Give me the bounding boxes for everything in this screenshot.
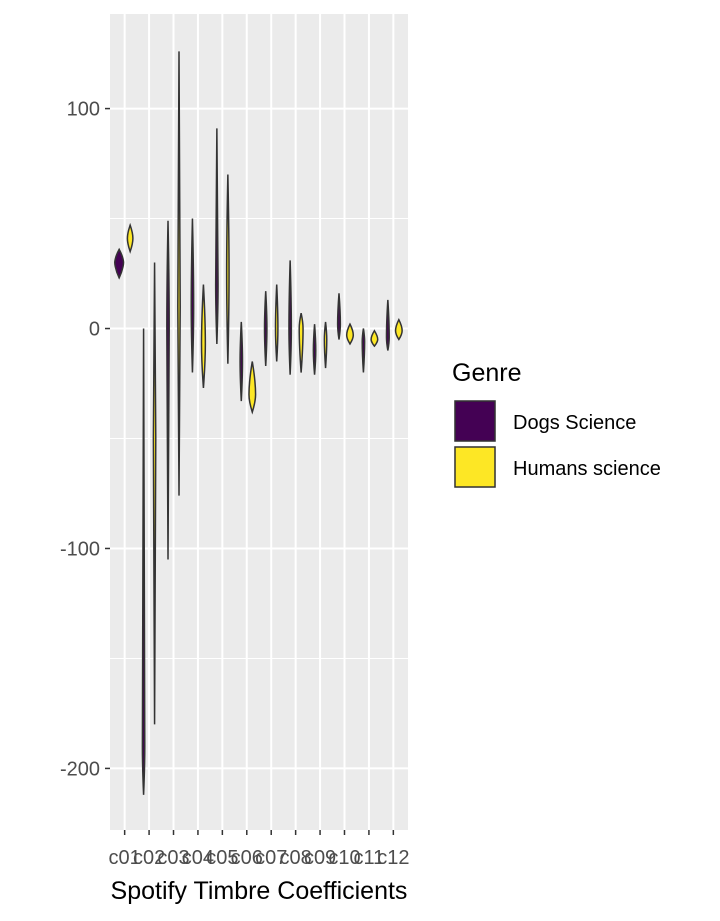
legend-swatch bbox=[454, 400, 496, 442]
y-axis: 100 0 -100 -200 bbox=[60, 99, 110, 780]
violin-c11-humans-science bbox=[370, 329, 379, 348]
x-tick-label-c11: c11 bbox=[354, 847, 385, 869]
x-tick-label-c12: c12 bbox=[377, 847, 409, 869]
x-tick-label-c06: c06 bbox=[231, 847, 263, 869]
plot-panel bbox=[110, 14, 408, 830]
x-tick-label-c01: c01 bbox=[109, 847, 141, 869]
violin-c08-humans-science bbox=[298, 312, 304, 373]
violin-c04-dogs-science bbox=[190, 218, 195, 373]
violin-c05-humans-science bbox=[225, 174, 230, 364]
legend-items: Dogs Science Humans science bbox=[454, 400, 661, 488]
major-gridlines bbox=[110, 14, 408, 830]
x-tick-label-c03: c03 bbox=[157, 847, 189, 869]
violin-c01-humans-science bbox=[126, 222, 134, 254]
violin-c12-dogs-science bbox=[385, 299, 390, 351]
violin-c08-dogs-science bbox=[288, 260, 293, 375]
violin-c02-humans-science bbox=[152, 262, 157, 725]
x-tick-label-c07: c07 bbox=[255, 847, 287, 869]
legend-label: Dogs Science bbox=[513, 412, 636, 434]
violin-c05-dogs-science bbox=[214, 128, 219, 344]
violin-c04-humans-science bbox=[200, 284, 207, 388]
minor-gridlines bbox=[110, 218, 408, 659]
legend-swatch bbox=[454, 446, 496, 488]
violin-c10-dogs-science bbox=[336, 293, 342, 340]
x-tick-label-c10: c10 bbox=[328, 847, 360, 869]
y-tick-label: 100 bbox=[67, 99, 100, 121]
legend-title: Genre bbox=[452, 359, 521, 387]
y-tick-label: 0 bbox=[89, 319, 100, 341]
violin-c10-humans-science bbox=[345, 322, 355, 346]
x-tick-label-c08: c08 bbox=[280, 847, 312, 869]
violin-c01-dogs-science bbox=[114, 247, 125, 280]
violin-c07-dogs-science bbox=[263, 291, 268, 366]
violin-c09-humans-science bbox=[323, 321, 328, 369]
x-tick-label-c05: c05 bbox=[206, 847, 238, 869]
y-tick-label: -100 bbox=[60, 538, 100, 560]
violin-c02-dogs-science bbox=[141, 328, 146, 795]
violins bbox=[114, 51, 403, 795]
x-tick-label-c02: c02 bbox=[133, 847, 165, 869]
violin-c09-dogs-science bbox=[312, 324, 317, 375]
y-tick-label: -200 bbox=[60, 758, 100, 780]
violin-c06-dogs-science bbox=[239, 321, 244, 402]
violin-c07-humans-science bbox=[274, 284, 279, 362]
legend-label: Humans science bbox=[513, 458, 661, 480]
violin-c06-humans-science bbox=[248, 361, 257, 415]
violin-c11-dogs-science bbox=[361, 328, 366, 373]
legend: Genre Dogs Science Humans science bbox=[452, 359, 661, 488]
violin-c03-dogs-science bbox=[166, 220, 170, 560]
violin-c12-humans-science bbox=[394, 318, 403, 341]
x-tick-label-c04: c04 bbox=[182, 847, 214, 869]
violin-c03-humans-science bbox=[177, 51, 181, 496]
x-axis-title: Spotify Timbre Coefficients bbox=[111, 877, 408, 905]
x-tick-label-c09: c09 bbox=[304, 847, 336, 869]
